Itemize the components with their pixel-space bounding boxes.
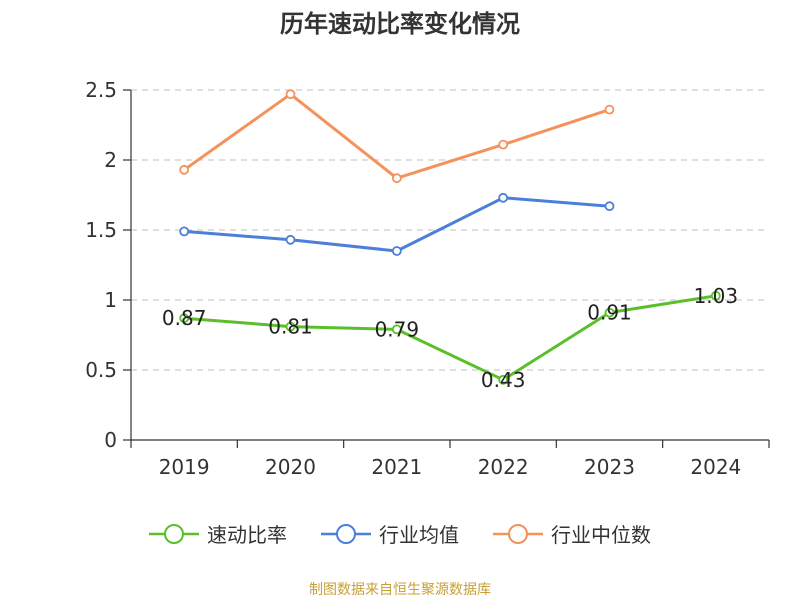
x-tick-label: 2022 — [478, 455, 529, 479]
data-point — [710, 290, 721, 301]
legend-label: 行业中位数 — [551, 523, 651, 547]
series-line-2 — [183, 92, 610, 180]
data-point — [179, 226, 190, 237]
series-line-1 — [184, 196, 610, 253]
x-tick-label: 2021 — [371, 455, 422, 479]
data-label: 0.91 — [587, 301, 632, 325]
legend-line-marker-icon — [493, 523, 543, 544]
chart-title: 历年速动比率变化情况 — [280, 10, 520, 38]
data-point — [285, 234, 296, 245]
y-tick-label: 1 — [104, 288, 117, 312]
data-label: 1.03 — [694, 284, 739, 308]
gridlines — [131, 89, 769, 371]
legend-item[interactable]: 行业中位数 — [493, 519, 651, 548]
legend-item[interactable]: 行业均值 — [321, 519, 459, 548]
data-point — [604, 201, 615, 212]
data-point — [179, 313, 190, 324]
y-tick-label: 0 — [104, 428, 117, 452]
data-point — [391, 246, 402, 256]
data-label: 0.81 — [268, 315, 313, 339]
data-point — [498, 192, 509, 203]
axes: 0 0.5 1 1.5 2 2.5 2019 2020 2021 2022 2023 2024 — [85, 78, 770, 479]
data-point — [498, 374, 509, 385]
data-label: 0.43 — [481, 368, 526, 392]
data-point — [285, 89, 296, 100]
x-tick-label: 2023 — [584, 455, 635, 479]
legend-label: 速动比率 — [207, 523, 287, 547]
y-tick-label: 1.5 — [85, 218, 117, 242]
legend-line-marker-icon — [149, 523, 199, 544]
data-point — [285, 321, 296, 332]
data-point — [179, 164, 190, 175]
data-point — [604, 104, 615, 115]
y-tick-label: 0.5 — [85, 358, 117, 382]
legend-item[interactable]: 速动比率 — [149, 519, 287, 548]
data-labels: 0.87 0.81 0.79 0.43 0.91 1.03 — [162, 284, 738, 392]
y-tick-label: 2 — [104, 148, 117, 172]
data-label: 0.87 — [162, 306, 207, 330]
legend-label: 行业均值 — [379, 523, 459, 547]
data-point — [391, 324, 402, 335]
x-tick-label: 2019 — [159, 455, 210, 479]
x-tick-label: 2020 — [265, 455, 316, 479]
series-line-0 — [184, 294, 717, 382]
legend-line-marker-icon — [321, 523, 371, 544]
data-point — [391, 173, 402, 184]
source-note: 制图数据来自恒生聚源数据库 — [309, 582, 491, 598]
data-point — [604, 307, 615, 318]
y-tick-label: 2.5 — [85, 78, 117, 102]
series-lines — [179, 89, 721, 385]
data-label: 0.79 — [375, 317, 420, 341]
x-tick-label: 2024 — [690, 455, 741, 479]
data-point — [498, 139, 509, 150]
legend: 速动比率 行业均值 行业中位数 — [0, 519, 800, 548]
